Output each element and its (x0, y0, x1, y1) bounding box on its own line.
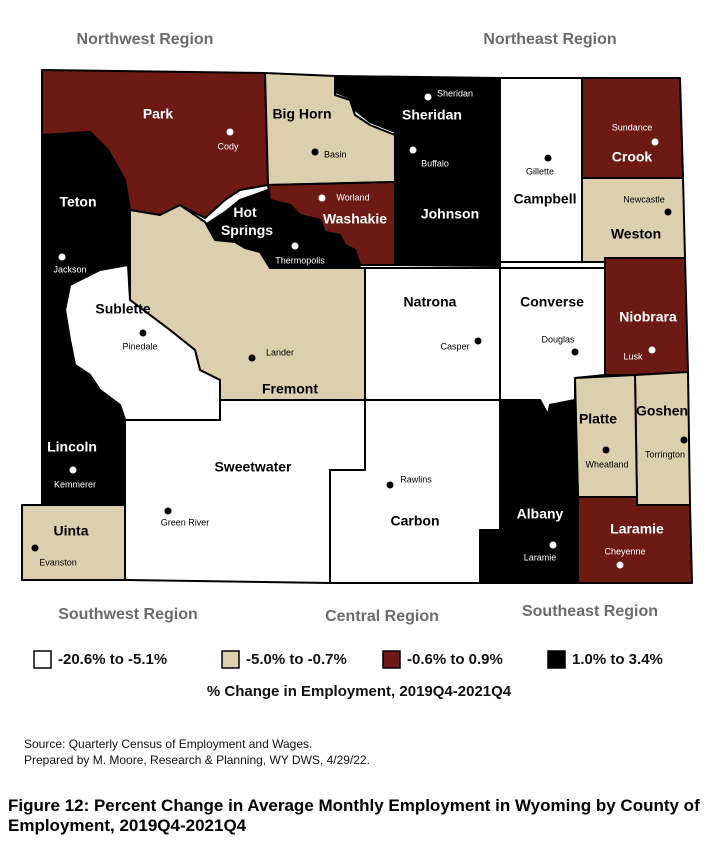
county-name: Sheridan (402, 107, 462, 123)
city-name: Laramie (524, 552, 557, 562)
county-name: Johnson (421, 206, 479, 222)
county-name: Laramie (610, 521, 664, 537)
region-label: Central Region (325, 608, 439, 625)
label-layer: Park Cody Teton Jackson Big Horn Basin Sherida… (31, 88, 688, 569)
city-name: Lusk (623, 351, 643, 361)
city-dot (424, 93, 432, 101)
city-name: Worland (336, 192, 369, 202)
city-name: Wheatland (585, 459, 628, 469)
county-name: Uinta (54, 523, 89, 539)
county-name: Carbon (391, 513, 440, 529)
city-name: Rawlins (400, 474, 432, 484)
city-dot (311, 148, 319, 156)
source-line: Prepared by M. Moore, Research & Plannin… (24, 753, 370, 767)
county-name: Albany (517, 506, 564, 522)
county-name: Lincoln (47, 439, 97, 455)
legend-swatch (221, 650, 240, 669)
county-name: Weston (611, 226, 661, 242)
county-shape (21, 504, 126, 581)
county-name: Teton (59, 194, 96, 210)
city-dot (544, 154, 552, 162)
county-name: Niobrara (619, 309, 677, 325)
city-dot (69, 466, 77, 474)
city-dot (549, 541, 557, 549)
region-label: Northeast Region (483, 31, 616, 48)
county-name: Natrona (404, 294, 457, 310)
city-dot (318, 194, 326, 202)
legend-label: -0.6% to 0.9% (407, 651, 503, 668)
legend-swatch (33, 650, 52, 669)
city-name: Newcastle (623, 194, 665, 204)
figure-caption: Figure 12: Percent Change in Average Mon… (8, 796, 700, 835)
city-dot (31, 544, 39, 552)
county-name: Washakie (323, 211, 387, 227)
county-name: Campbell (513, 191, 576, 207)
city-dot (602, 446, 610, 454)
legend-swatch (382, 650, 401, 669)
city-name: Torrington (645, 449, 685, 459)
city-name: Casper (440, 341, 469, 351)
county-name: Sweetwater (214, 459, 292, 475)
source-line: Source: Quarterly Census of Employment a… (24, 737, 313, 751)
city-dot (139, 329, 147, 337)
city-dot (571, 348, 579, 356)
region-label: Northwest Region (77, 31, 214, 48)
city-name: Thermopolis (275, 255, 325, 265)
city-dot (164, 507, 172, 515)
county-name: Park (143, 106, 174, 122)
city-name: Buffalo (421, 158, 449, 168)
city-name: Sundance (612, 122, 653, 132)
county-name: Big Horn (272, 106, 331, 122)
city-name: Kemmerer (54, 479, 96, 489)
county-layer (21, 69, 693, 584)
map: Park Cody Teton Jackson Big Horn Basin Sherida… (21, 31, 693, 700)
city-dot (248, 354, 256, 362)
source: Source: Quarterly Census of Employment a… (24, 736, 370, 768)
region-label: Southwest Region (58, 606, 198, 623)
county-name: Converse (520, 294, 584, 310)
city-dot (648, 346, 656, 354)
county-name: Platte (579, 411, 617, 427)
city-dot (386, 481, 394, 489)
legend-label: -20.6% to -5.1% (58, 651, 167, 668)
county-shape (581, 177, 686, 263)
legend-title: % Change in Employment, 2019Q4-2021Q4 (207, 683, 512, 700)
city-name: Lander (266, 347, 294, 357)
city-name: Green River (161, 517, 210, 527)
county-shape (364, 267, 501, 401)
county-name: Sublette (95, 301, 150, 317)
region-label: Southeast Region (522, 603, 658, 620)
city-dot (474, 337, 482, 345)
city-name: Pinedale (122, 341, 157, 351)
county-shape (574, 374, 638, 498)
city-name: Sheridan (437, 88, 473, 98)
county-name: Hot Springs (221, 204, 273, 238)
city-dot (664, 208, 672, 216)
county-name: Crook (612, 149, 653, 165)
county-name: Fremont (262, 381, 318, 397)
city-dot (58, 253, 66, 261)
city-name: Evanston (39, 557, 77, 567)
county-name: Goshen (636, 403, 688, 419)
legend-label: -5.0% to -0.7% (246, 651, 347, 668)
city-dot (226, 128, 234, 136)
city-name: Jackson (53, 264, 86, 274)
city-name: Basin (324, 149, 347, 159)
city-dot (680, 436, 688, 444)
city-name: Gillette (526, 166, 554, 176)
city-dot (409, 146, 417, 154)
legend-swatch (547, 650, 566, 669)
city-dot (616, 561, 624, 569)
city-dot (651, 138, 659, 146)
city-dot (291, 242, 299, 250)
city-name: Douglas (541, 334, 575, 344)
city-name: Cheyenne (604, 546, 645, 556)
county-shape (577, 496, 693, 584)
city-name: Cody (217, 141, 239, 151)
legend-label: 1.0% to 3.4% (572, 651, 663, 668)
